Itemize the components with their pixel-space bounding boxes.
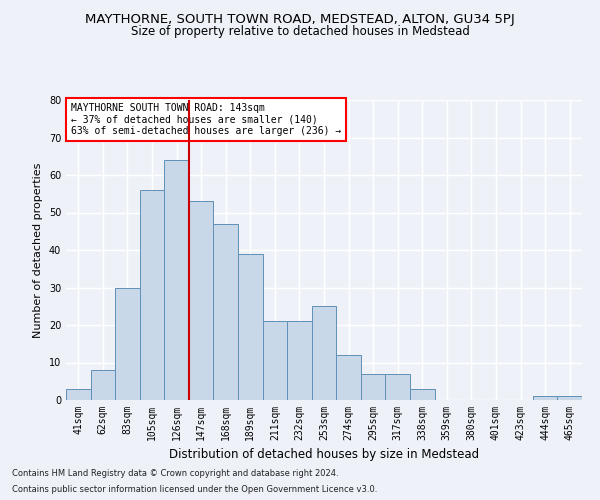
Text: Contains public sector information licensed under the Open Government Licence v3: Contains public sector information licen…: [12, 485, 377, 494]
Bar: [66, 389, 91, 400]
Bar: [189, 201, 214, 400]
Text: Contains HM Land Registry data © Crown copyright and database right 2024.: Contains HM Land Registry data © Crown c…: [12, 468, 338, 477]
Bar: [287, 322, 312, 400]
Bar: [140, 190, 164, 400]
Bar: [91, 370, 115, 400]
Bar: [533, 396, 557, 400]
Bar: [557, 396, 582, 400]
Bar: [214, 224, 238, 400]
Text: MAYTHORNE, SOUTH TOWN ROAD, MEDSTEAD, ALTON, GU34 5PJ: MAYTHORNE, SOUTH TOWN ROAD, MEDSTEAD, AL…: [85, 12, 515, 26]
Bar: [410, 389, 434, 400]
Bar: [385, 374, 410, 400]
Bar: [238, 254, 263, 400]
Bar: [361, 374, 385, 400]
Text: MAYTHORNE SOUTH TOWN ROAD: 143sqm
← 37% of detached houses are smaller (140)
63%: MAYTHORNE SOUTH TOWN ROAD: 143sqm ← 37% …: [71, 103, 341, 136]
Bar: [164, 160, 189, 400]
Y-axis label: Number of detached properties: Number of detached properties: [33, 162, 43, 338]
Bar: [312, 306, 336, 400]
Bar: [263, 322, 287, 400]
Text: Size of property relative to detached houses in Medstead: Size of property relative to detached ho…: [131, 25, 469, 38]
Bar: [336, 355, 361, 400]
Bar: [115, 288, 140, 400]
X-axis label: Distribution of detached houses by size in Medstead: Distribution of detached houses by size …: [169, 448, 479, 462]
